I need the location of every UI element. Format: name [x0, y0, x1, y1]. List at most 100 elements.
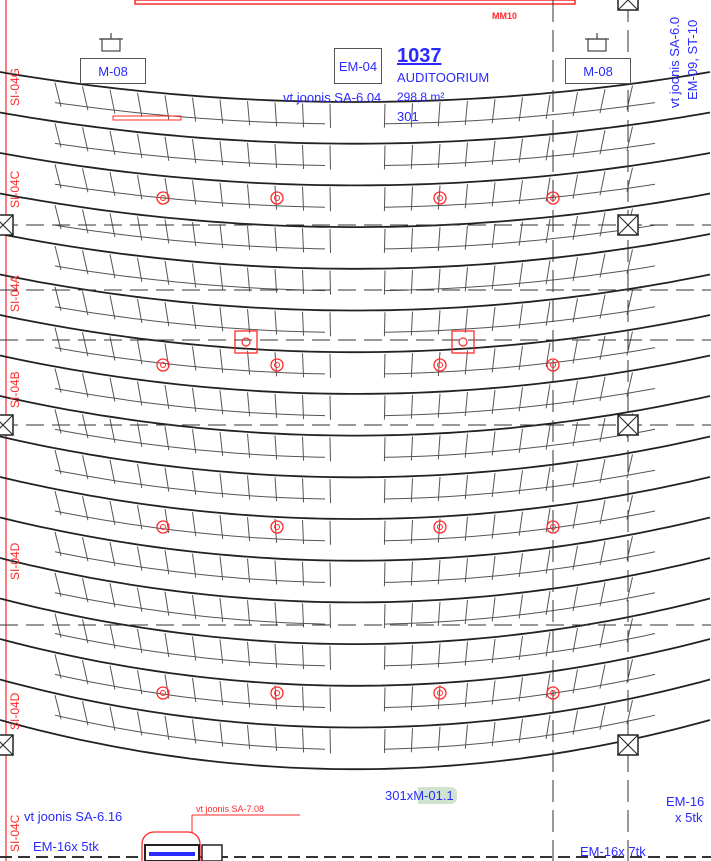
- seat-divider: [137, 546, 143, 571]
- seat-divider: [599, 705, 606, 730]
- seat-divider: [164, 302, 170, 327]
- seat-divider: [137, 587, 143, 612]
- seat-divider: [164, 467, 170, 492]
- seat-divider: [329, 687, 331, 712]
- red-circle-icon: [270, 686, 284, 700]
- row-back-curve: [0, 638, 711, 687]
- seat-divider: [247, 350, 251, 375]
- seat-divider: [437, 435, 441, 460]
- seat-divider: [410, 728, 413, 753]
- seat-divider: [302, 561, 305, 586]
- seat-divider: [192, 595, 197, 620]
- seat-divider: [219, 722, 224, 747]
- seat-divider: [137, 298, 143, 324]
- seat-divider: [247, 517, 251, 542]
- seat-divider: [54, 572, 62, 597]
- seat-divider: [410, 228, 413, 253]
- seat-divider: [109, 89, 116, 114]
- bottom-device-fill: [149, 852, 195, 856]
- seat-divider: [302, 311, 305, 336]
- seat-divider: [274, 602, 278, 627]
- seat-divider: [572, 586, 578, 612]
- red-circle-icon: [270, 520, 284, 534]
- seat-divider: [572, 380, 578, 405]
- row-back-curve: [0, 152, 711, 187]
- seat-divider: [109, 418, 116, 443]
- seat-count: 301xM-01.1: [385, 787, 457, 804]
- seat-divider: [192, 180, 197, 205]
- seat-divider: [192, 387, 197, 412]
- seat-divider: [192, 346, 197, 371]
- room-area: 298,8 m²: [397, 90, 445, 104]
- seat-row-front: [54, 183, 656, 208]
- seat-divider: [137, 92, 143, 117]
- seat-divider: [54, 654, 62, 679]
- seat-divider: [599, 458, 606, 484]
- row-back-curve: [0, 435, 711, 479]
- seat-row-front: [54, 224, 656, 250]
- seat-divider: [219, 307, 224, 332]
- column-x-icon: [0, 214, 14, 236]
- seat-divider: [192, 512, 197, 537]
- seat-divider: [437, 643, 441, 668]
- em16-right: EM-16: [666, 794, 705, 809]
- seat-divider: [247, 101, 251, 126]
- row-back-curve: [0, 597, 711, 645]
- section-mark: SI-04A: [8, 275, 22, 312]
- seat-divider: [329, 103, 331, 128]
- seat-divider: [410, 478, 413, 503]
- room-number: 1037: [397, 45, 442, 67]
- seat-divider: [219, 99, 224, 124]
- seat-divider: [572, 215, 578, 240]
- seat-divider: [302, 186, 305, 211]
- row-back-curve: [0, 557, 711, 604]
- em04-label: EM-04: [338, 58, 378, 74]
- seat-count-label: 301xM-01.1: [385, 787, 457, 804]
- seat-divider: [464, 516, 468, 541]
- seat-divider: [247, 392, 251, 417]
- seat-divider: [302, 395, 305, 420]
- column-box: [0, 734, 14, 756]
- seat-divider: [329, 395, 331, 420]
- seat-divider: [437, 393, 441, 418]
- seat-divider: [137, 340, 143, 365]
- red-circle-inner-icon: [550, 524, 556, 530]
- seat-divider: [109, 542, 116, 567]
- seat-divider: [518, 304, 523, 329]
- seat-divider: [491, 638, 496, 664]
- seat-divider: [274, 268, 278, 294]
- seat-divider: [82, 496, 89, 521]
- seat-divider: [302, 144, 305, 170]
- red-circle-icon: [270, 191, 284, 205]
- seat-divider: [464, 308, 468, 333]
- seat-divider: [464, 433, 468, 458]
- seat-divider: [164, 178, 170, 203]
- seat-divider: [219, 556, 224, 581]
- seat-divider: [410, 103, 413, 128]
- red-circle-icon: [156, 358, 170, 372]
- seat-divider: [109, 665, 116, 690]
- seat-row-front: [54, 142, 656, 166]
- seat-divider: [383, 312, 386, 337]
- pot-icon: [101, 38, 121, 52]
- seat-divider: [383, 103, 386, 128]
- row-back-curve: [0, 516, 711, 562]
- seat-divider: [82, 209, 89, 234]
- seat-divider: [274, 227, 278, 252]
- seat-divider: [274, 310, 278, 335]
- seat-divider: [464, 391, 468, 417]
- red-circle-inner-icon: [550, 690, 556, 696]
- bottom-device-side: [201, 844, 223, 861]
- seat-divider: [464, 724, 468, 749]
- seat-divider: [383, 145, 386, 170]
- seat-divider: [545, 136, 551, 161]
- section-mark: SI-04B: [8, 371, 22, 408]
- seat-divider: [329, 729, 331, 754]
- seat-divider: [329, 228, 331, 253]
- room-reference: vt joonis SA-6.04: [283, 90, 382, 105]
- red-circle-icon: [156, 686, 170, 700]
- seat-divider: [491, 99, 496, 124]
- seat-divider: [599, 623, 606, 648]
- seat-divider: [518, 387, 523, 412]
- seat-divider: [192, 97, 197, 122]
